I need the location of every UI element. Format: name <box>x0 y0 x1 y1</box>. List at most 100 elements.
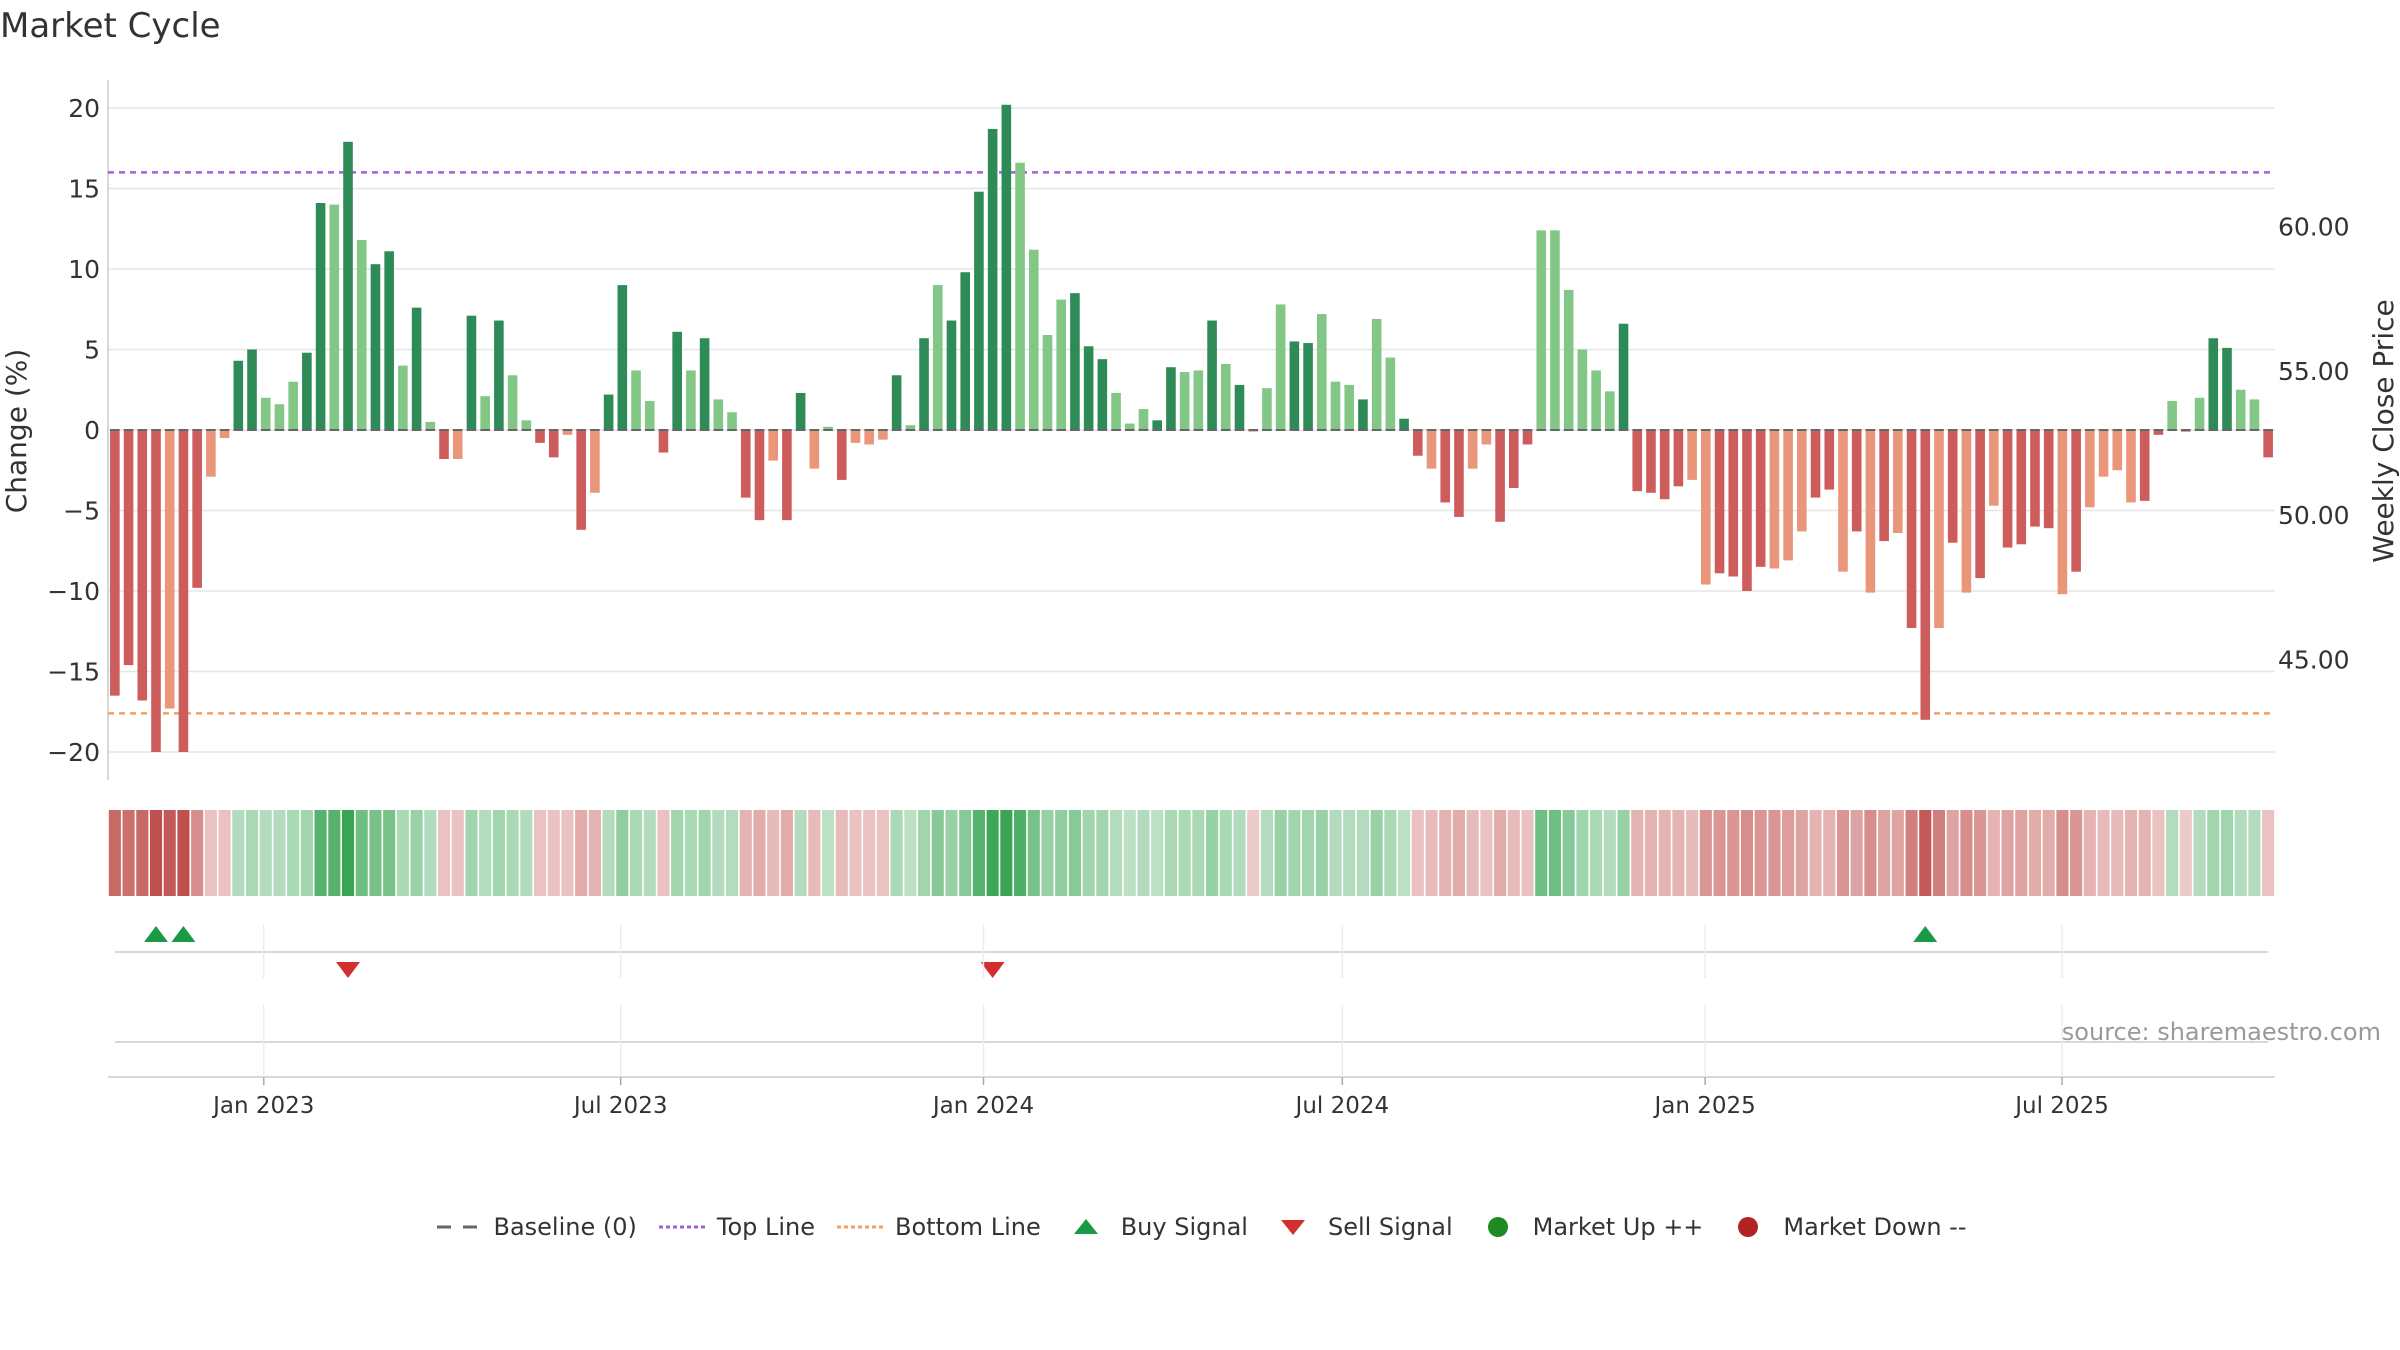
bar <box>1509 430 1519 488</box>
y2-tick-label: 55.00 <box>2278 357 2350 386</box>
bar <box>727 412 737 430</box>
bar <box>164 430 175 709</box>
bar <box>1989 430 1999 506</box>
bar <box>1701 430 1711 585</box>
strip-cell <box>588 810 601 896</box>
bar <box>1220 363 1231 430</box>
bar <box>809 430 820 469</box>
strip-cell <box>2234 810 2247 896</box>
legend-item-bottom: Bottom Line <box>835 1213 1041 1241</box>
chart-title: Market Cycle <box>0 6 221 46</box>
bar <box>1015 162 1025 431</box>
strip-cell <box>122 810 135 896</box>
strip-cell <box>355 810 368 896</box>
bar <box>370 264 381 430</box>
strip-cell <box>2111 810 2124 896</box>
strip-cell <box>465 810 478 896</box>
bar <box>548 430 559 458</box>
strip-cell <box>424 810 437 896</box>
bar <box>1426 430 1437 469</box>
strip-cell <box>2262 810 2275 896</box>
strip-cell <box>2179 810 2192 896</box>
strip-cell <box>780 810 793 896</box>
strip-cell <box>437 810 451 896</box>
bar <box>123 430 134 666</box>
strip-cell <box>863 810 876 896</box>
bar <box>1563 289 1574 430</box>
y-tick-label: 0 <box>84 416 100 445</box>
bar <box>480 396 490 430</box>
strip-cell <box>451 810 464 896</box>
bar <box>2002 430 2013 548</box>
legend-item-mdown: Market Down -- <box>1723 1213 1967 1241</box>
strip-cell <box>1384 810 1397 896</box>
bar <box>1879 430 1889 542</box>
sell-signal-marker <box>336 962 361 978</box>
strip-cell <box>1878 810 1891 896</box>
strip-cell <box>808 810 821 896</box>
strip-cell <box>108 810 121 896</box>
strip-cell <box>1850 810 1863 896</box>
strip-cell <box>1740 810 1754 896</box>
strip-cell <box>1082 810 1095 896</box>
bar <box>740 430 751 498</box>
strip-cell <box>1274 810 1287 896</box>
bar <box>2057 430 2068 595</box>
bar <box>960 272 970 430</box>
bar <box>1934 430 1944 629</box>
bar <box>1975 430 1985 579</box>
buy-signal-marker <box>171 926 196 942</box>
strip-cell <box>1919 810 1932 896</box>
strip-cell <box>2042 810 2055 896</box>
bar <box>288 381 298 430</box>
strip-cell <box>1548 810 1562 896</box>
bar <box>1152 420 1163 430</box>
bar <box>1344 384 1355 430</box>
strip-cell <box>177 810 190 896</box>
bar <box>411 307 422 430</box>
bar <box>1646 430 1656 493</box>
strip-cell <box>821 810 835 896</box>
bar <box>110 430 120 696</box>
bar <box>1385 357 1396 430</box>
y2-tick-label: 50.00 <box>2278 501 2350 530</box>
strip-cell <box>616 810 629 896</box>
strip-cell <box>657 810 670 896</box>
strip-cell <box>1960 810 1973 896</box>
legend-label: Baseline (0) <box>493 1213 637 1241</box>
strip-cell <box>2193 810 2206 896</box>
strip-cell <box>2070 810 2083 896</box>
bar <box>2071 430 2081 572</box>
strip-cell <box>1041 810 1054 896</box>
strip-cell <box>2248 810 2261 896</box>
bar <box>987 128 998 430</box>
strip-cell <box>232 810 245 896</box>
bar <box>1330 381 1341 430</box>
bar <box>439 430 449 459</box>
bar <box>2194 397 2205 430</box>
bar <box>795 392 806 430</box>
bar <box>192 430 202 588</box>
strip-cell <box>2083 810 2096 896</box>
strip-cell <box>396 810 409 896</box>
strip-cell <box>314 810 327 896</box>
strip-cell <box>1768 810 1781 896</box>
strip-cell <box>1260 810 1273 896</box>
bar <box>699 338 710 430</box>
bar <box>206 430 216 477</box>
bar <box>562 430 573 435</box>
bar <box>919 338 929 430</box>
strip-cell <box>1192 810 1205 896</box>
strip-cell <box>2015 810 2028 896</box>
y-tick-label: −20 <box>47 738 100 767</box>
bar <box>1550 230 1560 430</box>
legend-label: Market Down -- <box>1783 1213 1967 1241</box>
strip-cell <box>1466 810 1479 896</box>
strip-cell <box>1343 810 1356 896</box>
strip-cell <box>1891 810 1904 896</box>
bar <box>178 430 189 752</box>
bar <box>1275 304 1286 430</box>
x-tick-label: Jul 2025 <box>2013 1093 2109 1119</box>
y-tick-label: −10 <box>47 577 100 606</box>
bar <box>631 370 641 430</box>
